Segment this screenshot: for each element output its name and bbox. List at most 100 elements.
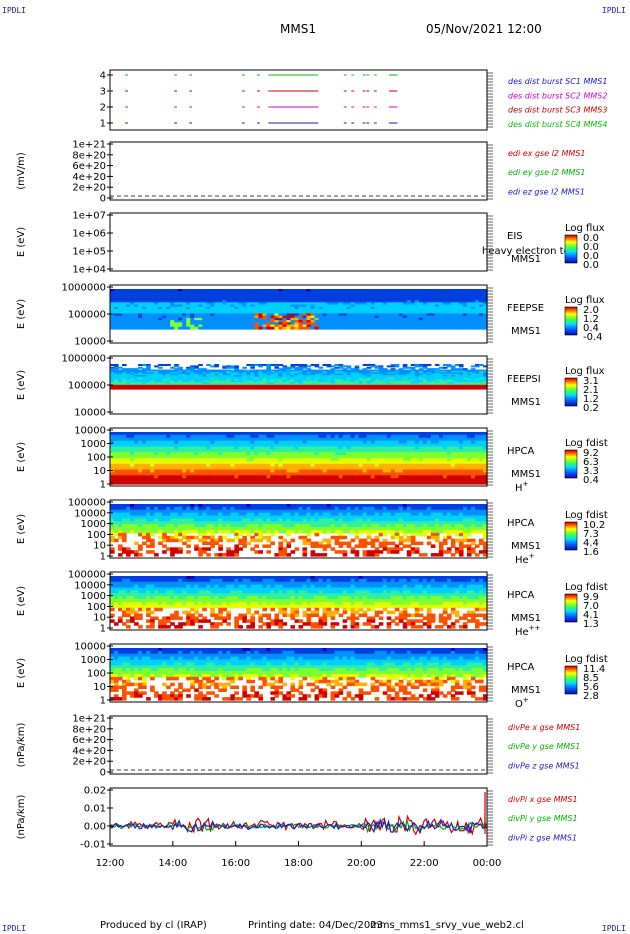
panel-burst: 1 2 3 4 des dist burst SC1 MMS1 des dist burs… <box>100 69 607 131</box>
eis-spacecraft-label: MMS1 <box>511 254 541 265</box>
hpca_he2-ytick: 100000 <box>68 570 106 581</box>
burst-legend-entry: des dist burst SC4 MMS4 <box>508 120 607 129</box>
feepsi-ylabel: E (eV) <box>16 370 27 400</box>
hpca_h-ytick: 1000 <box>81 439 106 450</box>
panel-divpi: 0.02 0.01 0.00 -0.01 (nPa/km) divPi x gse MMS… <box>16 786 578 851</box>
divpe-legend-entry: divPe z gse MMS1 <box>508 761 580 770</box>
hpca_h-colorbar-tick: 0.4 <box>583 475 599 486</box>
divpe-legend-entry: divPe x gse MMS1 <box>508 723 580 732</box>
eis-colorbar-tick: 0.0 <box>583 260 599 271</box>
eis-overlay-label: heavy electron to <box>482 246 570 257</box>
datetime-title: 05/Nov/2021 12:00 <box>426 22 542 36</box>
hpca_o-instrument-label: HPCA <box>507 662 535 673</box>
hpca_h-colorbar-tick: 3.3 <box>583 466 599 477</box>
hpca_he2-ytick: 10000 <box>74 580 106 591</box>
divpe-ytick: 6e+20 <box>72 735 106 746</box>
hpca_he2-colorbar <box>564 593 578 623</box>
feepse-spacecraft-label: MMS1 <box>511 326 541 337</box>
hpca_h-ytick: 10 <box>93 466 106 477</box>
hpca_he2-instrument-label: HPCA <box>507 590 535 601</box>
feepsi-content <box>110 364 488 390</box>
divpe-ytick: 4e+20 <box>72 746 106 757</box>
hpca_o-colorbar-tick: 5.6 <box>583 682 599 693</box>
hpca_he2-colorbar-tick: 4.1 <box>583 610 599 621</box>
eis-ylabel: E (eV) <box>16 227 27 257</box>
hpca_he2-content <box>110 576 488 629</box>
divpe-ytick: 0 <box>100 768 106 779</box>
panel-feepsi: 1000000 100000 10000 E (eV) FEEPSI MMS1 Log fl… <box>16 354 605 419</box>
hpca_he2-frame <box>109 571 488 631</box>
x-tick-label: 14:00 <box>158 858 187 869</box>
x-tick-label: 20:00 <box>347 858 376 869</box>
feepse-colorbar-title: Log flux <box>565 295 605 306</box>
feepsi-colorbar-title: Log flux <box>565 366 605 377</box>
edi-ylabel: (mV/m) <box>16 152 27 190</box>
edi-ytick: 6e+20 <box>72 161 106 172</box>
hpca_he2-spacecraft-label: MMS1 <box>511 613 541 624</box>
eis-colorbar-tick: 0.0 <box>583 242 599 253</box>
hpca_h-colorbar <box>564 449 578 479</box>
hpca_h-colorbar-title: Log fdist <box>565 438 608 449</box>
hpca_he-colorbar-tick: 7.3 <box>583 529 599 540</box>
feepse-ytick: 100000 <box>68 310 106 321</box>
divpi-frame <box>109 787 488 847</box>
feepse-content <box>110 289 488 330</box>
feepsi-colorbar-tick: 2.1 <box>583 385 599 396</box>
edi-ytick: 4e+20 <box>72 172 106 183</box>
hpca_he-colorbar <box>564 521 578 551</box>
edi-legend-entry: edi ey gse l2 MMS1 <box>508 168 586 177</box>
hpca_he-ytick: 1000 <box>81 519 106 530</box>
divpi-legend-entry: divPi z gse MMS1 <box>508 833 577 842</box>
hpca_he-frame <box>109 499 488 559</box>
feepse-colorbar-tick: 1.2 <box>583 314 599 325</box>
hpca_he2-colorbar-tick: 1.3 <box>583 619 599 630</box>
eis-colorbar-tick: 0.0 <box>583 233 599 244</box>
divpi-ylabel: (nPa/km) <box>16 795 27 840</box>
feepsi-spacecraft-label: MMS1 <box>511 397 541 408</box>
footer-filename: mms_mms1_srvy_vue_web2.cl <box>370 920 524 931</box>
hpca_he-ytick: 1 <box>100 552 106 563</box>
hpca_o-ylabel: E (eV) <box>16 658 27 688</box>
x-tick-label: 22:00 <box>410 858 439 869</box>
hpca_o-colorbar-tick: 8.5 <box>583 673 599 684</box>
eis-ytick: 1e+06 <box>72 229 106 240</box>
hpca_o-colorbar-title: Log fdist <box>565 654 608 665</box>
divpe-ytick: 1e+21 <box>72 714 106 725</box>
hpca_o-species-label: O+ <box>515 696 529 710</box>
x-tick-label: 12:00 <box>96 858 125 869</box>
feepsi-ytick: 10000 <box>74 408 106 419</box>
hpca_o-content <box>110 648 488 701</box>
feepsi-colorbar <box>564 377 578 407</box>
feepse-ytick: 10000 <box>74 337 106 348</box>
eis-colorbar-tick: 0.0 <box>583 251 599 262</box>
feepsi-colorbar-tick: 1.2 <box>583 394 599 405</box>
divpe-ytick: 2e+20 <box>72 757 106 768</box>
edi-legend-entry: edi ez gse l2 MMS1 <box>508 187 585 196</box>
divpe-ytick: 8e+20 <box>72 724 106 735</box>
edi-legend-entry: edi ex gse l2 MMS1 <box>508 149 586 158</box>
burst-legend-entry: des dist burst SC2 MMS2 <box>508 91 607 100</box>
panel-feepse: 1000000 100000 10000 E (eV) FEEPSE MMS1 Log fl… <box>16 283 605 348</box>
hpca_he-ytick: 100 <box>87 530 106 541</box>
hpca_he-colorbar-title: Log fdist <box>565 510 608 521</box>
burst-ytick: 2 <box>100 103 106 114</box>
footer-produced-by: Produced by cl (IRAP) <box>100 920 207 931</box>
footer-printing-date: Printing date: 04/Dec/2023 <box>248 920 384 931</box>
hpca_h-species-label: H+ <box>515 480 529 494</box>
x-tick-label: 00:00 <box>473 858 502 869</box>
hpca_he2-species-label: He++ <box>515 624 541 638</box>
feepse-ylabel: E (eV) <box>16 299 27 329</box>
edi-frame <box>109 141 488 201</box>
eis-colorbar <box>564 234 578 264</box>
hpca_he-content <box>110 504 488 557</box>
hpca_he-colorbar-tick: 1.6 <box>583 547 599 558</box>
eis-instrument-label: EIS <box>507 231 523 242</box>
divpi-ytick: 0.02 <box>84 786 106 797</box>
burst-legend-entry: des dist burst SC3 MMS3 <box>508 106 607 115</box>
corner-label-bottom-right: IPDLI <box>601 924 626 933</box>
feepse-colorbar-tick: -0.4 <box>583 332 603 343</box>
